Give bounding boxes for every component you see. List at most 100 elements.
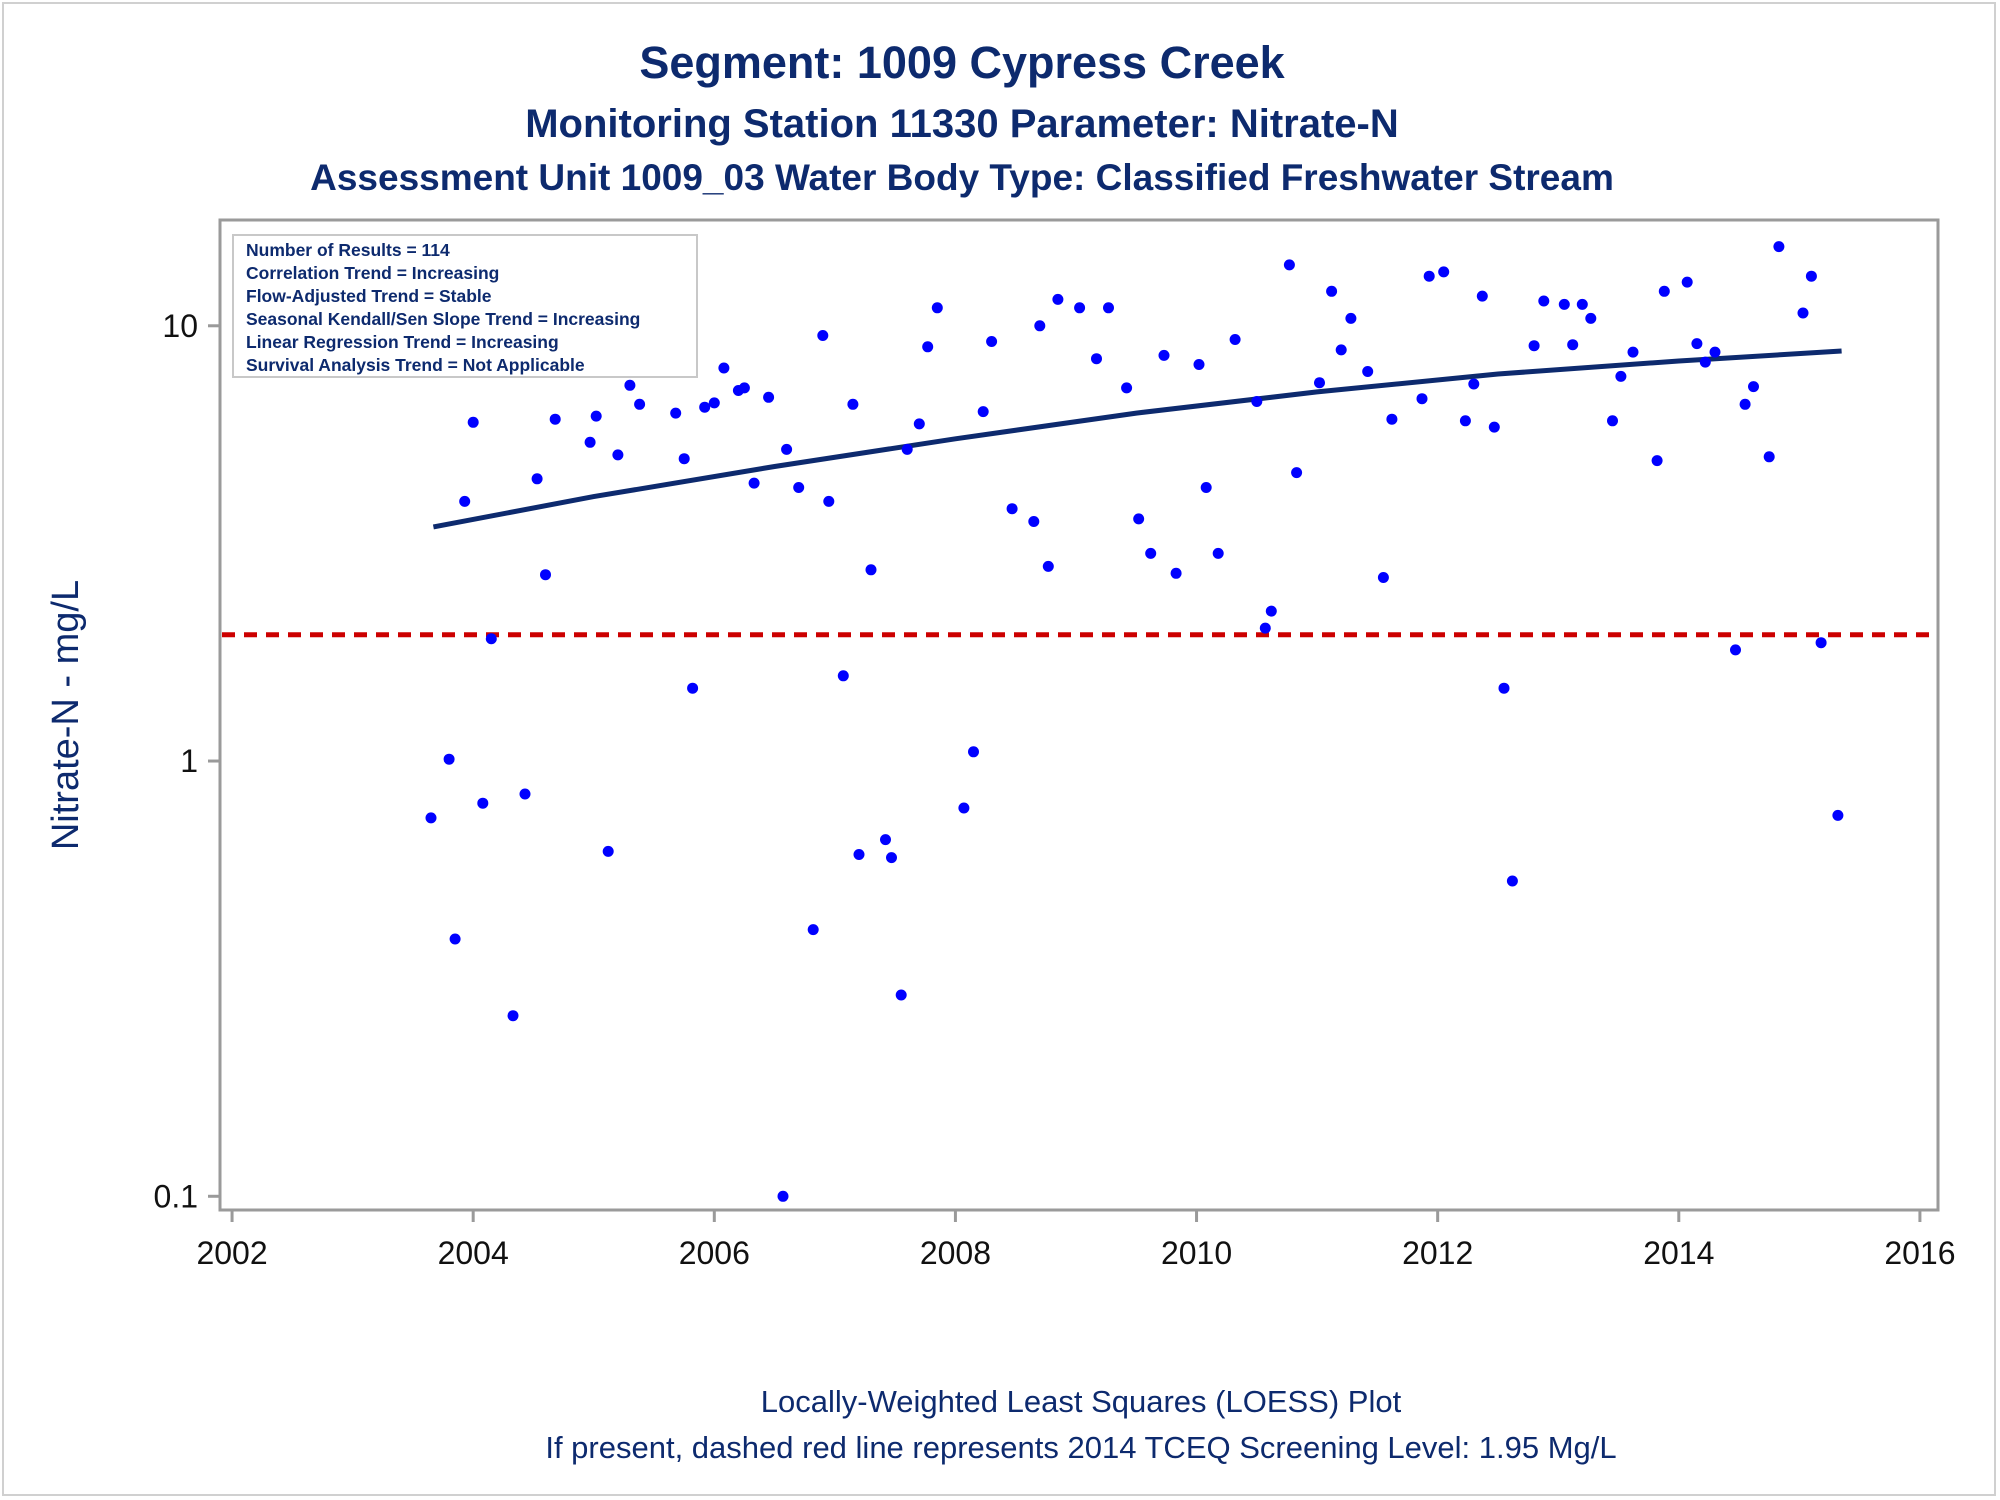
data-point [837, 670, 849, 682]
data-point [1730, 644, 1741, 656]
data-point [531, 473, 543, 485]
data-point [1528, 340, 1540, 352]
data-point [1335, 344, 1347, 356]
data-point [1615, 370, 1627, 382]
data-point [1832, 809, 1844, 821]
data-point [678, 453, 690, 465]
data-point [1133, 513, 1145, 525]
stat-linear-regression-trend: Linear Regression Trend = Increasing [246, 332, 559, 352]
data-point [1488, 421, 1500, 433]
footnote-screening-level: If present, dashed red line represents 2… [545, 1430, 1616, 1465]
data-point [584, 436, 596, 448]
data-point [1052, 293, 1064, 305]
data-point [977, 406, 989, 418]
y-tick-label: 10 [162, 308, 198, 344]
data-point [612, 449, 624, 461]
data-point [1797, 307, 1809, 319]
stat-flow-adjusted-trend: Flow-Adjusted Trend = Stable [246, 286, 492, 306]
data-point [1170, 567, 1182, 579]
data-point [1763, 451, 1775, 463]
x-tick-label: 2010 [1161, 1235, 1232, 1271]
stats-box: Number of Results = 114 Correlation Tren… [232, 234, 698, 378]
data-point [1748, 381, 1759, 393]
y-axis: 0.1 1 10 [154, 308, 220, 1214]
data-point [1314, 377, 1325, 389]
chart-subtitle-station: Monitoring Station 11330 Parameter: Nitr… [525, 102, 1399, 146]
data-point [1291, 467, 1303, 479]
x-tick-label: 2014 [1643, 1235, 1714, 1271]
data-point [781, 443, 793, 455]
stat-survival-analysis-trend: Survival Analysis Trend = Not Applicable [246, 355, 585, 375]
data-point [1423, 270, 1435, 282]
data-point [1345, 312, 1357, 324]
data-point [807, 924, 819, 936]
data-point [1805, 270, 1817, 282]
stat-seasonal-kendall-trend: Seasonal Kendall/Sen Slope Trend = Incre… [246, 309, 640, 329]
data-point [1193, 359, 1205, 370]
x-tick-label: 2004 [438, 1235, 509, 1271]
data-point [1627, 346, 1639, 358]
data-point [931, 302, 943, 314]
data-point [1145, 547, 1157, 559]
data-point [1212, 547, 1224, 559]
data-point [425, 812, 437, 824]
data-point [1607, 415, 1618, 427]
data-point [449, 933, 461, 945]
data-point [634, 398, 646, 410]
data-point [1042, 560, 1054, 572]
data-point [1476, 290, 1488, 302]
data-point [718, 362, 730, 374]
data-point [847, 398, 859, 410]
data-point [777, 1190, 789, 1202]
data-point [1709, 346, 1721, 358]
data-point [1576, 298, 1588, 310]
data-point [1386, 413, 1398, 425]
data-points [425, 241, 1844, 1202]
data-point [853, 849, 865, 860]
data-point [1468, 378, 1480, 390]
data-point [1681, 276, 1693, 288]
data-point [901, 443, 913, 455]
data-point [1567, 339, 1579, 351]
data-point [507, 1010, 519, 1022]
data-point [1739, 398, 1751, 410]
x-tick-label: 2012 [1402, 1235, 1473, 1271]
data-point [1362, 366, 1374, 377]
data-point [1200, 482, 1212, 493]
data-point [1121, 382, 1133, 394]
x-tick-label: 2002 [196, 1235, 267, 1271]
data-point [880, 834, 891, 846]
plot-area [218, 218, 1940, 1212]
data-point [590, 410, 602, 422]
data-point [1585, 312, 1597, 324]
y-tick-label: 1 [180, 743, 198, 779]
data-point [1283, 259, 1295, 271]
data-point [865, 564, 877, 576]
data-point [477, 797, 489, 809]
data-point [624, 379, 636, 391]
data-point [1034, 320, 1046, 332]
x-tick-label: 2016 [1884, 1235, 1955, 1271]
data-point [1229, 334, 1241, 345]
data-point [922, 341, 934, 353]
data-point [895, 989, 907, 1001]
data-point [913, 418, 925, 430]
data-point [1326, 285, 1338, 297]
loess-trend-line [432, 348, 1842, 530]
data-point [1158, 349, 1170, 361]
data-point [1006, 503, 1018, 515]
data-point [699, 401, 711, 413]
data-point [1558, 298, 1570, 310]
data-point [687, 682, 699, 694]
data-point [1265, 605, 1277, 617]
data-point [519, 788, 531, 800]
data-point [1773, 241, 1785, 253]
data-point [1377, 572, 1389, 583]
data-point [1416, 393, 1428, 405]
data-point [1091, 353, 1102, 365]
data-point [958, 802, 970, 814]
footnote-loess: Locally-Weighted Least Squares (LOESS) P… [761, 1384, 1402, 1419]
data-point [1259, 622, 1271, 634]
